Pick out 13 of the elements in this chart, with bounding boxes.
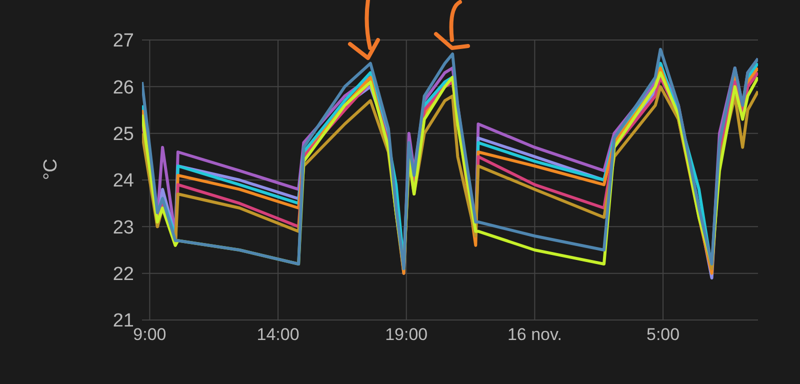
y-axis-title: °C bbox=[40, 158, 62, 180]
x-tick-label: 9:00 bbox=[133, 325, 166, 344]
y-tick-label: 25 bbox=[112, 124, 134, 146]
y-tick-label: 27 bbox=[112, 30, 134, 52]
y-tick-label: 21 bbox=[112, 310, 134, 332]
y-tick-label: 24 bbox=[112, 170, 134, 192]
x-tick-label: 5:00 bbox=[646, 325, 680, 344]
x-tick-label: 19:00 bbox=[385, 325, 428, 344]
y-tick-label: 26 bbox=[112, 77, 134, 98]
x-tick-label: 16 nov. bbox=[507, 325, 562, 344]
x-tick-label: 14:00 bbox=[256, 325, 300, 344]
y-tick-label: 22 bbox=[112, 264, 134, 286]
y-tick-label: 23 bbox=[112, 217, 134, 238]
